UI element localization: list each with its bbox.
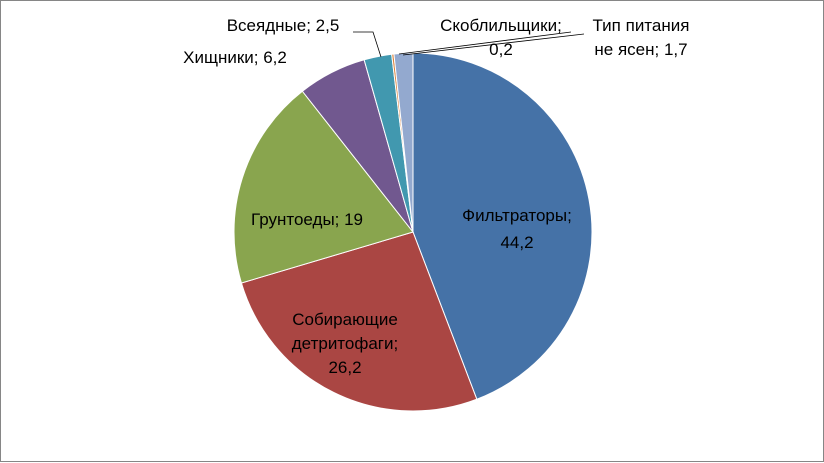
data-label-deposit-feeders: Грунтоеды; 19 [251,210,363,229]
data-label-scrapers: Скоблильщики; 0,2 [440,16,562,59]
leader-line-scrapers [398,31,572,55]
pie-slice-filtrators [412,52,593,400]
data-label-filtrators: Фильтраторы; 44,2 [462,206,572,252]
data-label-unknown-feeding: Тип питания не ясен; 1,7 [593,16,690,59]
data-label-predators: Хищники; 6,2 [183,48,287,67]
pie-slice-collecting-detritivores [240,231,478,412]
leader-line-omnivores [353,31,382,58]
data-label-omnivores: Всеядные; 2,5 [227,16,340,35]
leader-line-unknown-feeding [402,33,585,56]
pie-slice-deposit-feeders [233,90,414,284]
data-label-collecting-detritivores: Собирающие детритофаги; 26,2 [292,310,398,377]
